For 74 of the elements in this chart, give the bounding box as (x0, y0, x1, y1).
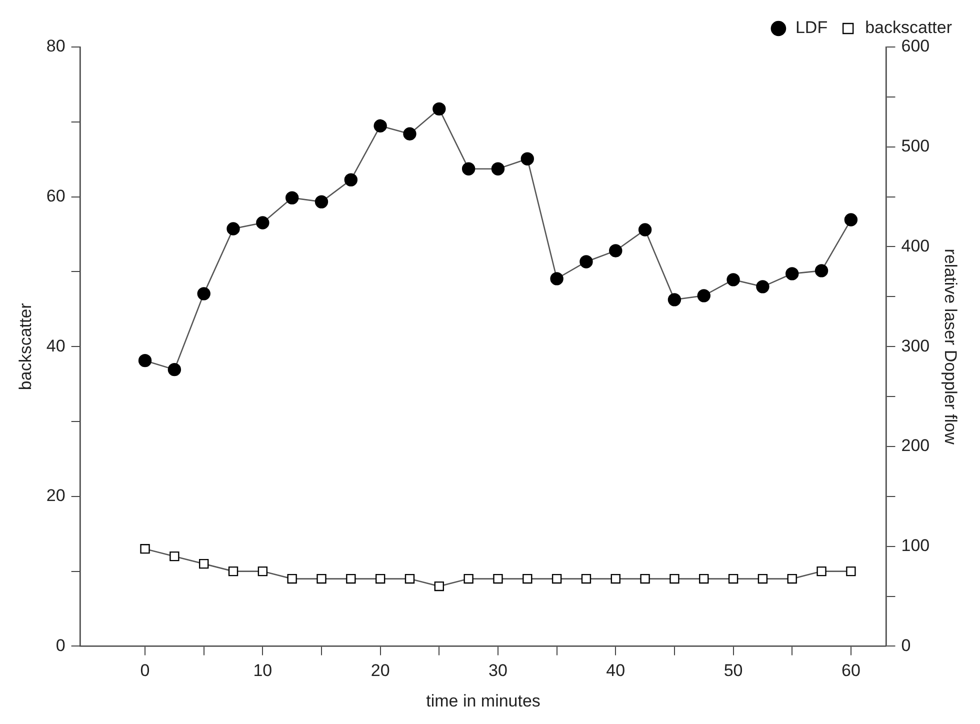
point (758, 574, 768, 584)
point (670, 574, 680, 584)
x-axis-title: time in minutes (426, 691, 540, 710)
point (140, 544, 150, 554)
y-tick-label: 0 (56, 636, 66, 655)
x-tick-label: 30 (488, 661, 508, 680)
y2-tick-label: 0 (901, 636, 911, 655)
point (226, 222, 240, 236)
x-tick-label: 50 (724, 661, 743, 680)
point (786, 267, 799, 280)
point (374, 119, 387, 132)
point (199, 558, 209, 569)
point (170, 551, 180, 562)
point (432, 102, 446, 116)
point (668, 293, 682, 306)
point (287, 574, 297, 584)
point (316, 574, 326, 584)
y2-tick-label: 400 (901, 236, 930, 256)
y2-tick-label: 100 (901, 536, 930, 556)
point (699, 574, 709, 584)
y2-axis-title: relative laser Doppler flow (941, 248, 960, 446)
x-tick-label: 60 (841, 661, 860, 680)
point (403, 127, 416, 140)
point (462, 162, 476, 176)
x-tick-label: 20 (370, 661, 390, 680)
point (197, 287, 210, 300)
point (256, 216, 270, 230)
point (493, 574, 503, 584)
point (285, 191, 299, 204)
point (550, 272, 564, 286)
point (314, 195, 328, 208)
y-tick-label: 60 (46, 186, 66, 206)
point (844, 213, 858, 226)
legend-label: backscatter (865, 18, 952, 38)
point (434, 581, 444, 592)
point (580, 255, 593, 268)
point (520, 152, 534, 166)
point (610, 574, 620, 584)
point (464, 574, 474, 584)
point (846, 566, 856, 576)
y2-tick-label: 500 (901, 136, 930, 156)
x-tick-label: 40 (606, 661, 626, 680)
point (404, 574, 415, 584)
point (640, 574, 650, 584)
y-axis-title: backscatter (16, 302, 35, 390)
y2-tick-label: 600 (901, 36, 930, 56)
point (814, 264, 828, 278)
point (787, 574, 797, 584)
point (346, 574, 356, 584)
y-tick-label: 40 (46, 336, 66, 356)
point (638, 223, 652, 236)
point (375, 574, 386, 584)
point (168, 362, 182, 376)
point (816, 566, 826, 576)
y2-tick-label: 300 (901, 336, 930, 356)
point (609, 244, 622, 258)
y-tick-label: 80 (46, 36, 66, 56)
point (344, 173, 358, 186)
y-tick-label: 20 (46, 486, 66, 506)
y2-tick-label: 200 (901, 436, 930, 456)
point (581, 574, 592, 584)
point (728, 574, 738, 584)
point (258, 566, 268, 576)
point (228, 566, 238, 576)
x-tick-label: 10 (253, 661, 272, 680)
point (697, 289, 710, 302)
legend-label: LDF (795, 18, 828, 38)
point (138, 354, 152, 368)
point (491, 162, 505, 176)
point (756, 280, 770, 294)
point (522, 574, 532, 584)
point (552, 574, 562, 584)
x-tick-label: 0 (140, 661, 150, 680)
point (726, 273, 740, 286)
